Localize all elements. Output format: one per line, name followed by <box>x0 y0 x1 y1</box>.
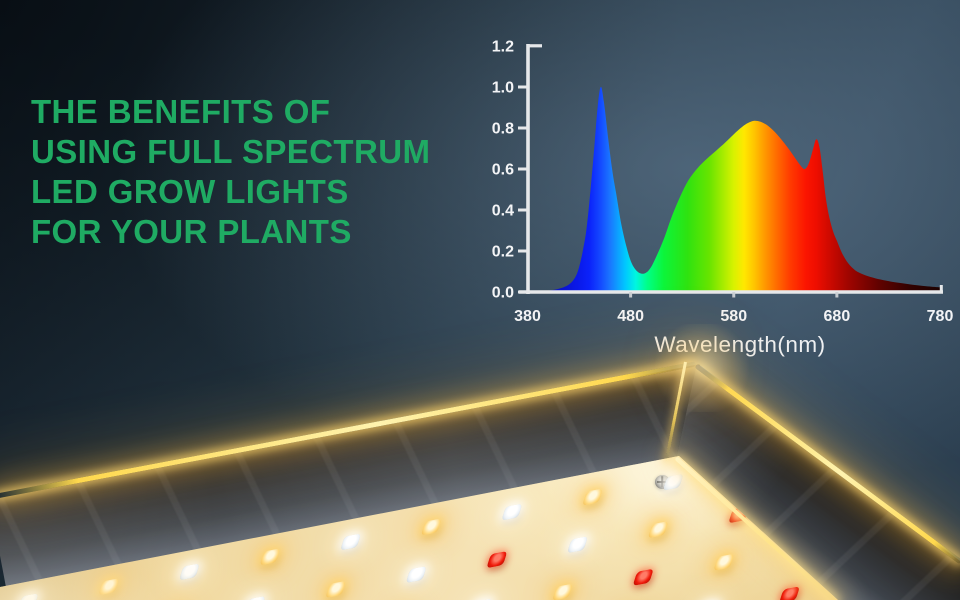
led-warm <box>904 428 925 445</box>
led-warm <box>581 488 603 506</box>
led-white <box>405 565 427 583</box>
led-red <box>632 568 654 586</box>
headline-line-1: THE BENEFITS OF <box>31 93 331 130</box>
led-white <box>566 535 588 553</box>
led-white <box>501 503 523 521</box>
headline-line-2: USING FULL SPECTRUM <box>31 133 431 170</box>
led-white <box>823 456 838 461</box>
headline: THE BENEFITS OF USING FULL SPECTRUM LED … <box>31 92 430 252</box>
led-warm <box>712 553 735 571</box>
led-red <box>486 550 508 568</box>
led-warm <box>551 583 573 600</box>
headline-line-4: FOR YOUR PLANTS <box>31 213 352 250</box>
led-warm <box>420 518 442 536</box>
led-white <box>662 473 684 491</box>
led-white <box>889 476 910 493</box>
headline-line-3: LED GROW LIGHTS <box>31 173 349 210</box>
led-red <box>778 585 800 600</box>
led-white <box>339 532 361 551</box>
led-warm <box>647 520 669 538</box>
corner-flare <box>652 324 752 412</box>
led-white <box>955 508 960 525</box>
led-warm <box>324 580 346 598</box>
